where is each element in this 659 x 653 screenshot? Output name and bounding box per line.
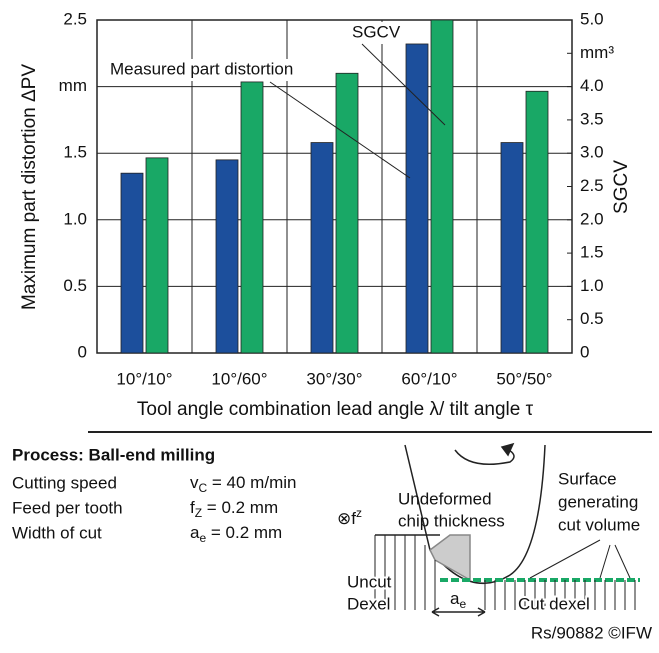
y2-tick-label: 1.5 bbox=[580, 243, 604, 262]
subscript: C bbox=[199, 481, 208, 495]
y2-tick-label: 2.0 bbox=[580, 209, 604, 228]
process-label: Cutting speed bbox=[12, 473, 117, 492]
value: = 0.2 mm bbox=[206, 523, 282, 542]
page: Maximum part distortion ΔPV SGCV Tool an… bbox=[0, 0, 659, 648]
bar bbox=[146, 158, 168, 353]
y2-tick-label: 1.0 bbox=[580, 276, 604, 295]
leaders bbox=[530, 540, 630, 578]
process-title: Process: Ball-end milling bbox=[12, 445, 215, 464]
chip bbox=[430, 535, 470, 580]
ae-label: ae bbox=[450, 589, 466, 611]
y-tick-label: 0 bbox=[78, 342, 87, 361]
chip-label-1: Undeformed bbox=[398, 489, 492, 508]
arrow-head bbox=[502, 444, 513, 455]
x-tick-label: 50°/50° bbox=[496, 369, 552, 388]
process-label: Width of cut bbox=[12, 523, 102, 542]
y-tick-label: 1.5 bbox=[63, 143, 87, 162]
y2-tick-label: 3.0 bbox=[580, 143, 604, 162]
process-rows: Cutting speed vC = 40 m/min Feed per tooth… bbox=[12, 473, 296, 545]
surface-label-2: generating bbox=[558, 492, 638, 511]
process-value: vC = 40 m/min bbox=[190, 473, 296, 495]
y-tick-label: 0.5 bbox=[63, 276, 87, 295]
uncut-label-1: Uncut bbox=[347, 572, 392, 591]
feed-label: ⊗fz bbox=[337, 506, 362, 528]
bar bbox=[336, 73, 358, 353]
process-label: Feed per tooth bbox=[12, 498, 123, 517]
value: = 40 m/min bbox=[207, 473, 296, 492]
chip-label-2: chip thickness bbox=[398, 511, 505, 530]
y-tick-label: 1.0 bbox=[63, 209, 87, 228]
y2-tick-label: mm³ bbox=[580, 43, 614, 62]
process-value: ae = 0.2 mm bbox=[190, 523, 282, 545]
dexels bbox=[375, 535, 635, 610]
x-tick-label: 30°/30° bbox=[306, 369, 362, 388]
subscript: Z bbox=[195, 506, 202, 520]
x-axis-label: Tool angle combination lead angle λ/ til… bbox=[137, 399, 534, 420]
y2-tick-label: 0.5 bbox=[580, 309, 604, 328]
bar bbox=[501, 143, 523, 353]
y2-tick-label: 4.0 bbox=[580, 76, 604, 95]
y2-tick-label: 0 bbox=[580, 342, 589, 361]
uncut-label-2: Dexel bbox=[347, 594, 390, 613]
y-tick-label: mm bbox=[59, 76, 87, 95]
bar bbox=[121, 173, 143, 353]
process-value: fZ = 0.2 mm bbox=[190, 498, 278, 520]
x-tick-label: 10°/60° bbox=[211, 369, 267, 388]
series-annotation: Measured part distortion bbox=[110, 59, 293, 78]
x-tick-label: 10°/10° bbox=[116, 369, 172, 388]
surface-label-3: cut volume bbox=[558, 515, 640, 534]
cut-label: Cut dexel bbox=[518, 594, 590, 613]
x-tick-label: 60°/10° bbox=[401, 369, 457, 388]
y2-tick-label: 5.0 bbox=[580, 9, 604, 28]
bar bbox=[311, 143, 333, 353]
y-tick-label: 2.5 bbox=[63, 9, 87, 28]
y-axis-label: Maximum part distortion ΔPV bbox=[19, 64, 40, 310]
footer: Rs/90882 ©IFW bbox=[531, 623, 652, 642]
bar bbox=[526, 91, 548, 353]
bar bbox=[241, 82, 263, 353]
bar bbox=[431, 20, 453, 353]
surface-label-1: Surface bbox=[558, 469, 617, 488]
series-annotation: SGCV bbox=[352, 22, 401, 41]
bar bbox=[216, 160, 238, 353]
y2-axis-label: SGCV bbox=[611, 160, 632, 214]
y2-tick-label: 3.5 bbox=[580, 109, 604, 128]
y2-tick-label: 2.5 bbox=[580, 176, 604, 195]
value: = 0.2 mm bbox=[202, 498, 278, 517]
